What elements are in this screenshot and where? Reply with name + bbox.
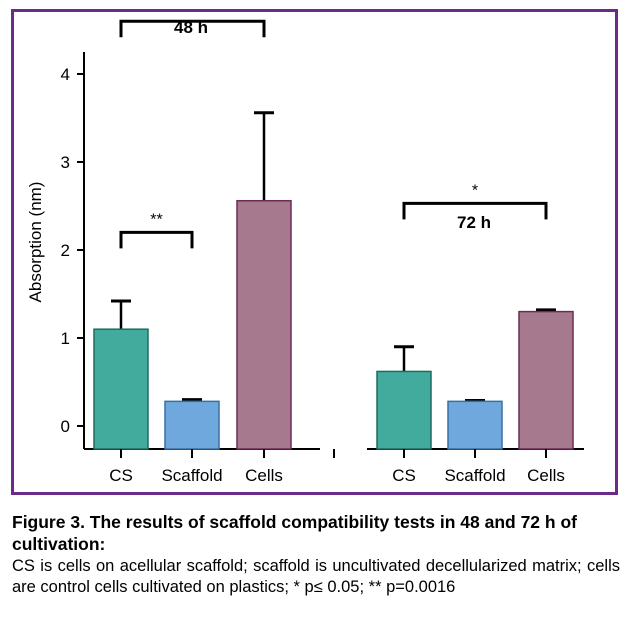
category-label: Cells — [527, 466, 565, 485]
y-tick-label: 2 — [61, 241, 70, 260]
significance-label: * — [472, 182, 478, 199]
significance-label: ** — [150, 211, 162, 228]
category-label: CS — [109, 466, 133, 485]
category-label: Scaffold — [444, 466, 505, 485]
y-tick-label: 1 — [61, 329, 70, 348]
category-label: CS — [392, 466, 416, 485]
bar-cells-48h — [236, 199, 292, 450]
significance-bracket — [402, 201, 548, 220]
bar-scaffold-72h — [447, 400, 503, 450]
category-label: Scaffold — [161, 466, 222, 485]
figure-caption: Figure 3. The results of scaffold compat… — [12, 511, 620, 598]
bar-cs-48h — [93, 328, 149, 450]
figure-frame: 0 1 2 3 4 Absorption (nm) CS Scaffold Cells CS Sca… — [11, 9, 618, 495]
bar-cells-72h — [518, 310, 574, 450]
caption-body: CS is cells on acellular scaffold; scaff… — [12, 557, 620, 596]
y-tick-label: 4 — [61, 65, 70, 84]
y-tick-label: 3 — [61, 153, 70, 172]
y-tick-label: 0 — [61, 417, 70, 436]
caption-title: Figure 3. The results of scaffold compat… — [12, 512, 577, 554]
significance-bracket — [119, 230, 194, 249]
group-title: 72 h — [457, 213, 491, 232]
significance-bracket — [119, 19, 266, 38]
y-axis-label: Absorption (nm) — [26, 182, 45, 303]
bar-cs-72h — [376, 370, 432, 450]
category-label: Cells — [245, 466, 283, 485]
significance-label: * — [189, 12, 195, 17]
group-title: 48 h — [174, 18, 208, 37]
bar-scaffold-48h — [164, 400, 220, 450]
bar-chart: 0 1 2 3 4 Absorption (nm) CS Scaffold Cells CS Sca… — [26, 12, 584, 485]
